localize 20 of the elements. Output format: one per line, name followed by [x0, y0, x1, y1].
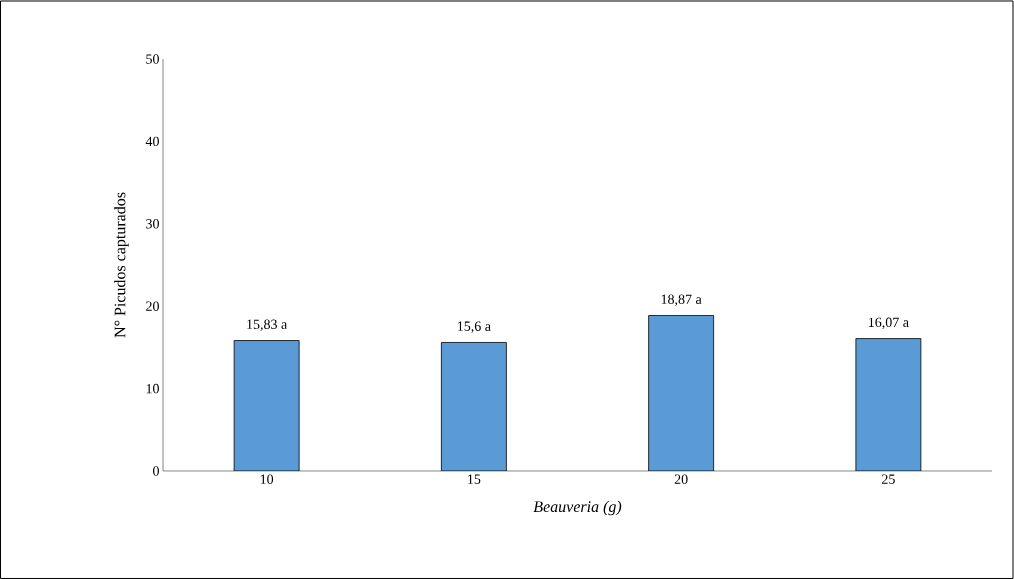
x-tick-label: 25: [881, 474, 895, 484]
y-tick-label: 30: [146, 219, 159, 229]
y-tick-label: 20: [146, 301, 159, 311]
y-tick-label: 50: [146, 54, 159, 64]
data-label: 15,83 a: [247, 319, 288, 332]
x-tick-label: 10: [260, 474, 274, 484]
data-label: 16,07 a: [869, 317, 909, 330]
x-tick-label: 20: [674, 474, 688, 484]
data-label: 18,87 a: [661, 294, 702, 306]
bar: [233, 340, 300, 471]
data-label: 15,6 a: [458, 321, 491, 333]
x-axis-title: Beauveria (g): [533, 500, 622, 516]
x-tick-label: 15: [468, 474, 481, 484]
y-tick-label: 10: [146, 383, 159, 394]
y-tick-label: 0: [153, 466, 159, 476]
y-tick-label: 40: [145, 136, 159, 147]
bar: [855, 338, 922, 471]
bar: [648, 315, 715, 471]
y-axis-title: N° Picudos capturados: [114, 192, 129, 338]
bar: [440, 342, 507, 471]
